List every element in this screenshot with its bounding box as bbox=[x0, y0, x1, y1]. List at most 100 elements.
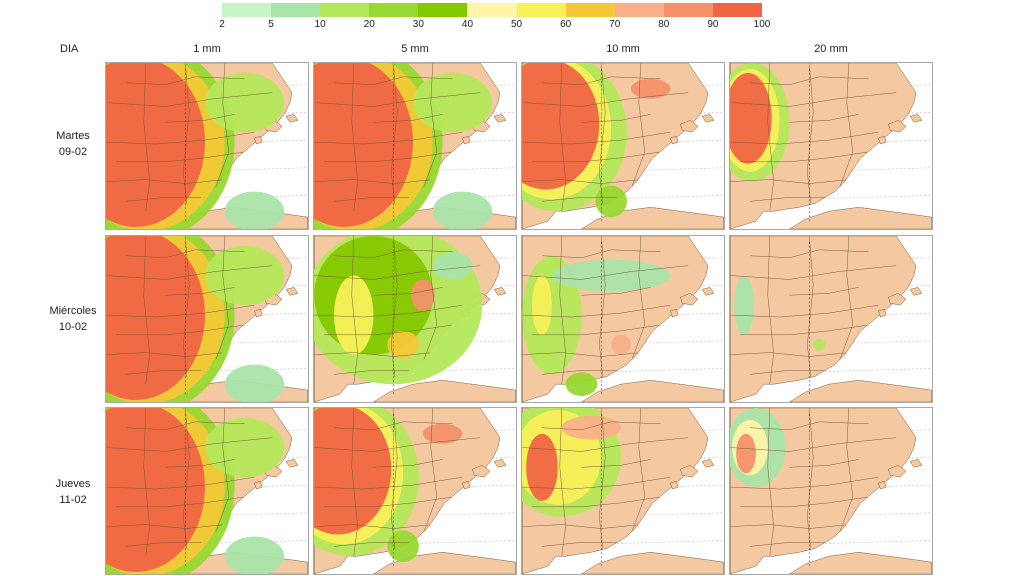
row-day: Martes bbox=[56, 130, 90, 142]
balearic-island bbox=[670, 308, 679, 318]
africa-land bbox=[581, 552, 724, 574]
province-border bbox=[789, 114, 859, 123]
legend-tick-label: 30 bbox=[412, 19, 424, 30]
province-border bbox=[106, 92, 273, 107]
province-border bbox=[125, 197, 202, 202]
iberia-map bbox=[730, 63, 932, 229]
balearic-island bbox=[888, 465, 907, 478]
map-panel bbox=[521, 407, 725, 575]
column-header-10mm: 10 mm bbox=[606, 43, 640, 55]
province-border bbox=[333, 542, 410, 547]
precip-area bbox=[387, 330, 419, 359]
legend-swatch bbox=[418, 3, 468, 17]
province-border bbox=[749, 197, 826, 202]
balearic-island bbox=[472, 465, 491, 478]
province-border bbox=[106, 524, 225, 529]
legend-color-bar bbox=[222, 3, 763, 17]
province-border bbox=[522, 524, 641, 529]
iberia-map bbox=[106, 63, 308, 229]
precip-area bbox=[224, 191, 285, 229]
precip-area bbox=[630, 78, 671, 99]
balearic-island bbox=[670, 135, 679, 145]
iberia-map bbox=[314, 408, 516, 574]
province-border bbox=[789, 459, 859, 468]
precip-area bbox=[205, 417, 285, 478]
precip-area bbox=[224, 536, 285, 574]
province-border bbox=[749, 370, 826, 375]
legend-swatch bbox=[565, 3, 615, 17]
precip-probability-layer bbox=[522, 255, 671, 397]
province-border bbox=[422, 63, 437, 190]
balearic-island bbox=[701, 114, 715, 123]
balearic-island bbox=[878, 135, 887, 145]
balearic-island bbox=[285, 114, 299, 123]
iberia-map bbox=[522, 63, 724, 229]
province-border bbox=[838, 236, 853, 363]
province-border bbox=[789, 287, 859, 296]
precip-area bbox=[565, 372, 598, 397]
province-border bbox=[541, 542, 618, 547]
province-border bbox=[333, 197, 410, 202]
precip-area bbox=[611, 334, 631, 355]
province-border bbox=[333, 370, 410, 375]
balearic-island bbox=[909, 114, 923, 123]
legend-tick-label: 5 bbox=[268, 19, 274, 30]
province-border bbox=[125, 421, 245, 430]
balearic-island bbox=[254, 480, 263, 490]
province-border bbox=[165, 459, 235, 468]
province-border bbox=[730, 179, 849, 184]
row-label-jueves: Jueves 11-02 bbox=[40, 476, 106, 508]
row-date: 10-02 bbox=[58, 321, 88, 333]
province-border bbox=[730, 304, 879, 318]
province-border bbox=[749, 76, 869, 85]
legend-tick-label: 40 bbox=[461, 19, 474, 30]
province-border bbox=[125, 249, 245, 258]
balearic-island bbox=[909, 459, 923, 468]
legend-tick-label: 50 bbox=[510, 19, 523, 30]
province-border bbox=[106, 304, 255, 318]
precip-probability-layer bbox=[730, 63, 790, 182]
province-border bbox=[730, 92, 897, 107]
province-border bbox=[749, 249, 869, 258]
province-border bbox=[522, 92, 689, 107]
province-border bbox=[740, 151, 869, 163]
precip-area bbox=[526, 433, 558, 501]
province-border bbox=[559, 63, 566, 212]
row-day: Jueves bbox=[55, 478, 91, 490]
legend-swatch bbox=[663, 3, 713, 17]
precip-area bbox=[813, 338, 826, 351]
legend-tick-label: 2 bbox=[219, 19, 225, 30]
balearic-island bbox=[888, 293, 907, 306]
precip-area bbox=[432, 191, 493, 229]
province-border bbox=[214, 408, 229, 535]
province-border bbox=[541, 421, 661, 430]
province-border bbox=[749, 542, 826, 547]
province-border bbox=[373, 459, 443, 468]
map-panel bbox=[729, 62, 933, 230]
province-border bbox=[125, 542, 202, 547]
province-border bbox=[749, 421, 869, 430]
map-panel bbox=[729, 235, 933, 403]
iberia-map bbox=[730, 408, 932, 574]
province-border bbox=[522, 437, 689, 452]
province-border bbox=[730, 476, 879, 490]
province-border bbox=[730, 265, 897, 280]
province-borders bbox=[730, 63, 897, 212]
province-border bbox=[730, 437, 897, 452]
iberia-land bbox=[730, 236, 917, 402]
province-border bbox=[730, 524, 849, 529]
province-border bbox=[333, 249, 453, 258]
precip-area bbox=[224, 364, 285, 402]
province-border bbox=[541, 249, 661, 258]
map-panel bbox=[105, 235, 309, 403]
province-border bbox=[351, 408, 358, 557]
legend-swatch bbox=[320, 3, 370, 17]
row-header-label: DIA bbox=[60, 43, 79, 55]
balearic-island bbox=[254, 308, 263, 318]
province-border bbox=[373, 287, 443, 296]
province-border bbox=[522, 265, 689, 280]
province-border bbox=[630, 408, 645, 535]
precip-area bbox=[551, 259, 671, 292]
province-border bbox=[522, 131, 671, 145]
province-border bbox=[730, 131, 879, 145]
